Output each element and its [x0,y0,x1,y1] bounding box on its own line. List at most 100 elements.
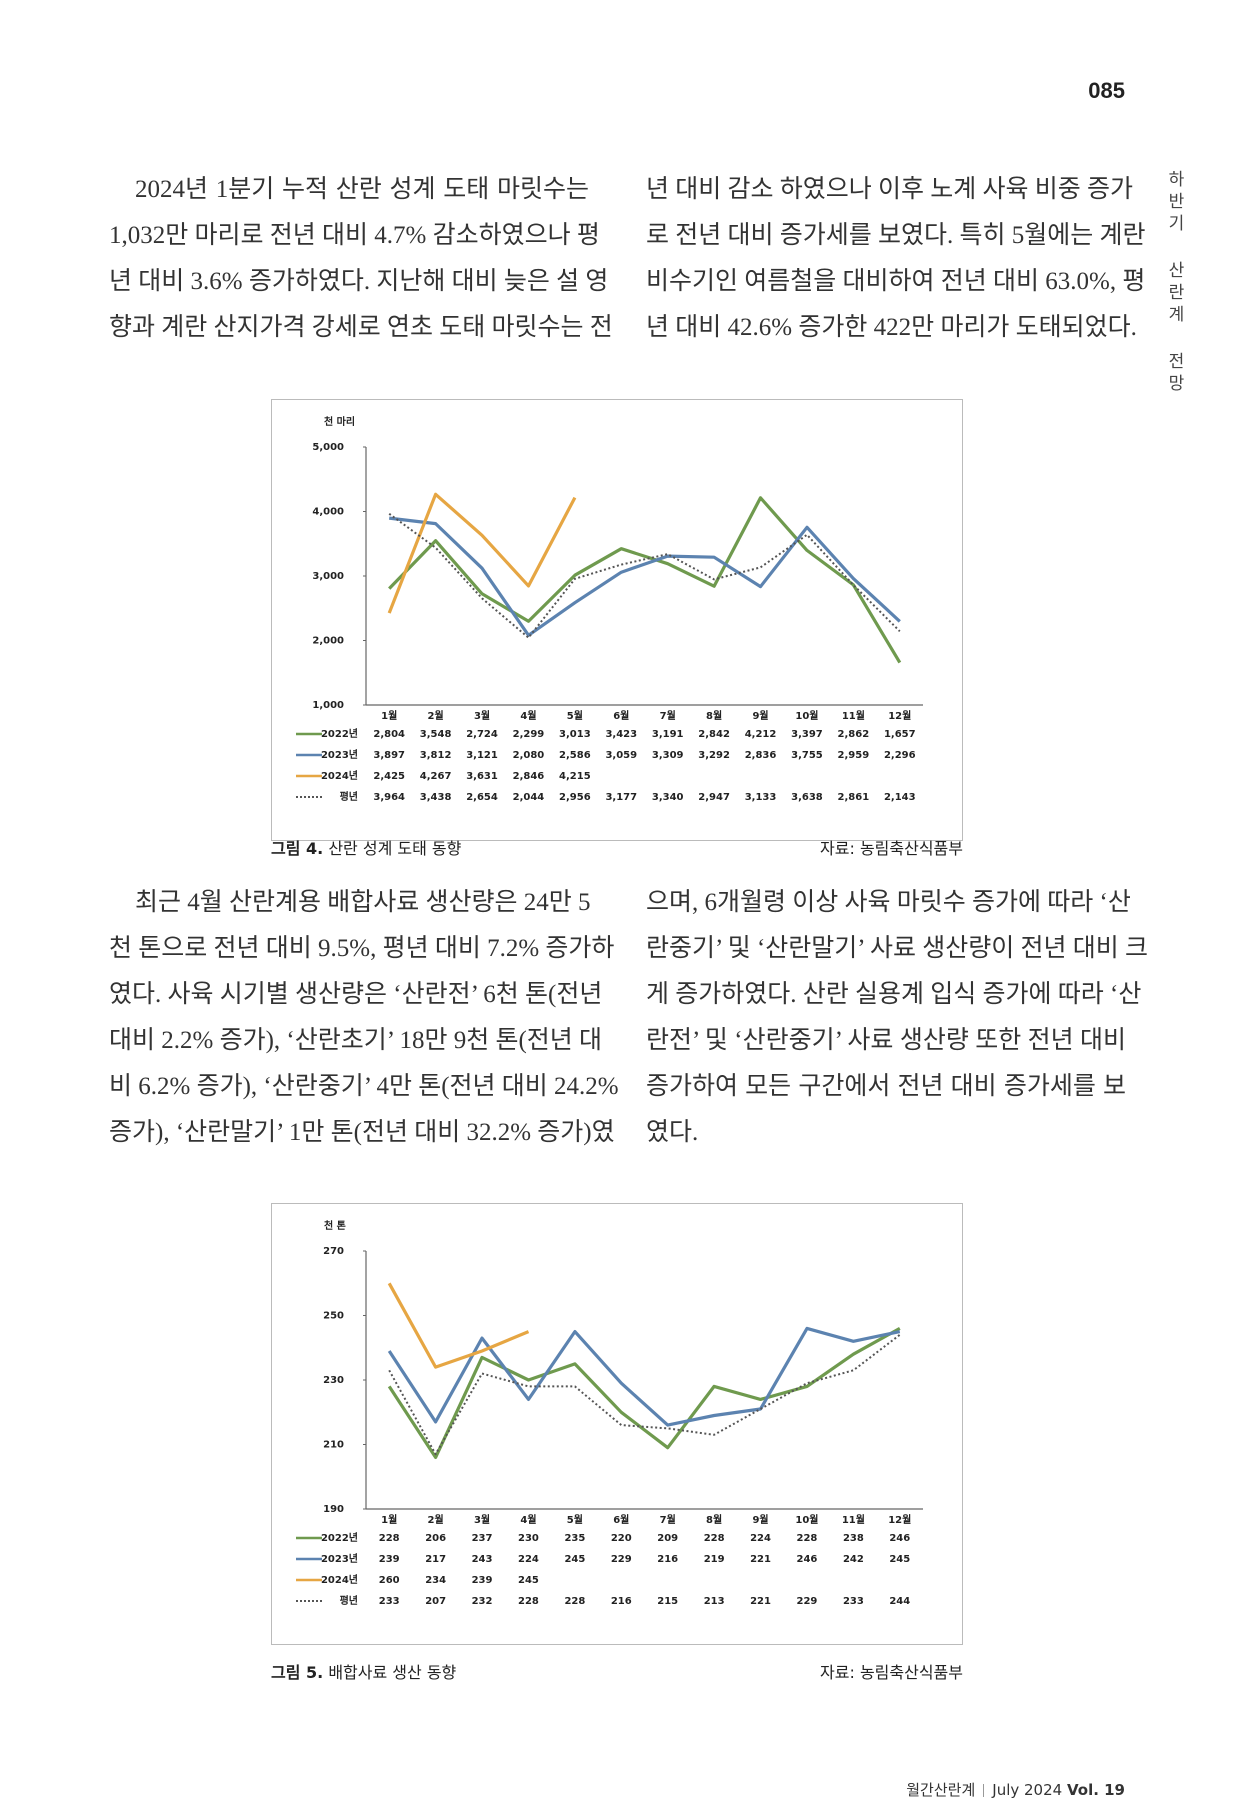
table-value: 3,121 [466,750,498,761]
table-value: 2,654 [466,792,498,803]
table-value: 234 [425,1575,446,1586]
table-value: 245 [518,1575,539,1586]
y-tick-label: 190 [323,1504,344,1515]
text-line: 최근 4월 산란계용 배합사료 생산량은 24만 5 [135,889,591,916]
x-tick-label: 3월 [474,710,490,722]
table-value: 237 [472,1533,493,1544]
chart-box: 천 톤 190 210 230 250 270 1월 2월 3월 4월 5월 6월 7월 8월 9월 10월 1… [271,1203,963,1645]
side-label: 하반기 산란계 전망 [1164,170,1184,396]
y-axis-label: 천 마리 [324,415,355,428]
table-value: 239 [472,1575,493,1586]
figure-label: 그림 4. [271,839,324,858]
table-value: 3,638 [791,792,823,803]
x-tick-label: 10월 [795,1514,818,1526]
table-value: 2,947 [698,792,730,803]
table-value: 221 [750,1596,771,1607]
magazine: 월간산란계 [906,1781,976,1799]
table-value: 209 [657,1533,678,1544]
text-line: 년 대비 3.6% 증가하였다. 지난해 대비 늦은 설 영 [109,268,609,295]
series-line [388,512,901,639]
x-tick-label: 9월 [752,710,768,722]
table-value: 216 [657,1554,678,1565]
figure-caption: 그림 5. 배합사료 생산 동향 자료: 농림축산식품부 [271,1659,963,1683]
text-column: 년 대비 감소 하였으나 이후 노계 사육 비중 증가 로 전년 대비 증가세를 … [646,167,1146,351]
volume: Vol. 19 [1066,1781,1125,1799]
x-tick-label: 10월 [795,710,818,722]
text-line: 비수기인 여름철을 대비하여 전년 대비 63.0%, 평 [646,268,1146,295]
source: 자료: 농림축산식품부 [820,839,963,858]
text-line: 란중기’ 및 ‘산란말기’ 사료 생산량이 전년 대비 크 [646,935,1149,962]
text-line: 1,032만 마리로 전년 대비 4.7% 감소하였으나 평 [109,222,600,249]
table-value: 242 [843,1554,864,1565]
x-tick-label: 6월 [613,710,629,722]
source: 자료: 농림축산식품부 [820,1663,963,1682]
table-value: 229 [611,1554,632,1565]
legend-label: 평년 [340,1594,358,1607]
table-value: 228 [704,1533,725,1544]
text-line: 였다. [646,1119,699,1146]
x-tick-label: 7월 [660,1514,676,1526]
table-value: 2,586 [559,750,591,761]
text-line: 증가), ‘산란말기’ 1만 톤(전년 대비 32.2% 증가)였 [109,1119,615,1146]
legend-label: 2024년 [321,1573,358,1586]
text-line: 향과 계란 산지가격 강세로 연초 도태 마릿수는 전 [109,314,613,341]
table-value: 224 [518,1554,539,1565]
x-tick-label: 1월 [381,710,397,722]
table-value: 3,423 [605,729,637,740]
table-value: 238 [843,1533,864,1544]
table-value: 3,397 [791,729,823,740]
table-value: 260 [379,1575,400,1586]
table-value: 246 [889,1533,910,1544]
table-value: 232 [472,1596,493,1607]
table-value: 2,425 [373,771,405,782]
table-value: 3,631 [466,771,498,782]
series-line [387,1327,901,1459]
table-value: 207 [425,1596,446,1607]
text-line: 란전’ 및 ‘산란중기’ 사료 생산량 또한 전년 대비 [646,1027,1126,1054]
table-value: 215 [657,1596,678,1607]
x-tick-label: 2월 [428,1514,444,1526]
series-line [387,492,577,614]
chart: 천 마리 1,000 2,000 3,000 4,000 5,000 1월 2월 3월 4월 5월 6… [296,415,923,803]
legend-label: 2023년 [321,748,358,761]
x-tick-label: 5월 [567,1514,583,1526]
text-line: 로 전년 대비 증가세를 보였다. 특히 5월에는 계란 [646,222,1146,249]
series-line [388,496,902,664]
table-value: 228 [564,1596,585,1607]
series-line [389,516,901,637]
table-value: 2,959 [838,750,870,761]
y-tick-label: 210 [323,1440,344,1451]
table-value: 3,897 [373,750,405,761]
y-tick-label: 5,000 [312,442,344,453]
figure-caption: 그림 4. 산란 성계 도태 동향 자료: 농림축산식품부 [271,835,963,859]
figure-label: 그림 5. [271,1663,324,1682]
table-value: 2,044 [513,792,545,803]
legend-label: 2023년 [321,1552,358,1565]
x-tick-label: 11월 [842,1514,865,1526]
table-value: 244 [889,1596,910,1607]
caption-text: 배합사료 생산 동향 [328,1663,457,1682]
series-line [387,1282,530,1369]
y-tick-label: 230 [323,1375,344,1386]
table-value: 3,548 [420,729,452,740]
date: July 2024 [992,1781,1063,1799]
table-value: 3,013 [559,729,591,740]
table-value: 3,309 [652,750,684,761]
text-column: 최근 4월 산란계용 배합사료 생산량은 24만 5 천 톤으로 전년 대비 9.… [109,880,619,1156]
y-axis-label: 천 톤 [324,1219,346,1232]
table-value: 2,724 [466,729,498,740]
table-value: 213 [704,1596,725,1607]
x-tick-label: 8월 [706,710,722,722]
table-value: 4,215 [559,771,591,782]
table-value: 2,861 [838,792,870,803]
table-value: 2,846 [513,771,545,782]
table-value: 4,267 [420,771,452,782]
y-tick-label: 4,000 [312,507,344,518]
legend-label: 2024년 [321,769,358,782]
text-line: 증가하여 모든 구간에서 전년 대비 증가세를 보 [646,1073,1126,1100]
x-tick-label: 1월 [381,1514,397,1526]
caption-text: 산란 성계 도태 동향 [328,839,462,858]
table-value: 3,755 [791,750,823,761]
table-value: 4,212 [745,729,777,740]
